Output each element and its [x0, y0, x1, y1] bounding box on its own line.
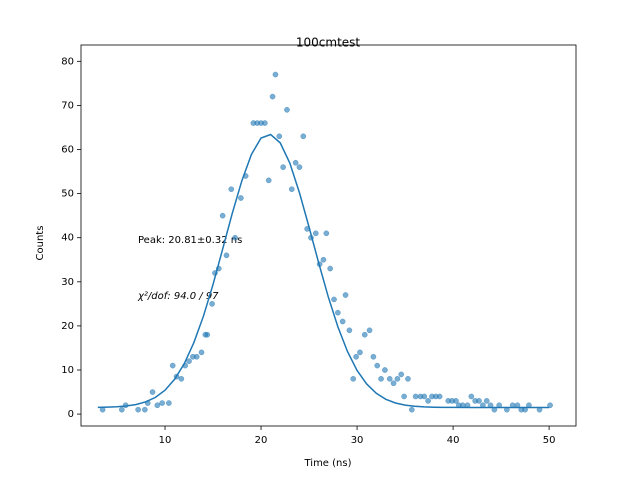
- x-tick-label: 50: [543, 435, 556, 446]
- scatter-point: [223, 252, 230, 259]
- scatter-point: [300, 133, 307, 140]
- scatter-point: [342, 292, 349, 298]
- scatter-point: [547, 402, 553, 409]
- scatter-point: [366, 327, 373, 334]
- scatter-point: [453, 398, 459, 404]
- scatter-point: [288, 186, 295, 193]
- scatter-point: [468, 393, 475, 400]
- scatter-point: [421, 393, 428, 400]
- scatter-point: [269, 93, 276, 100]
- scatter-point: [209, 301, 215, 307]
- scatter-point: [405, 375, 411, 382]
- scatter-point: [412, 393, 419, 400]
- scatter-point: [335, 309, 341, 316]
- scatter-point: [262, 120, 268, 126]
- scatter-point: [386, 375, 393, 382]
- y-tick-label: 80: [61, 56, 74, 67]
- scatter-point: [425, 398, 431, 404]
- y-tick-label: 50: [61, 189, 74, 200]
- y-tick-label: 70: [61, 100, 74, 111]
- x-tick-label: 30: [351, 435, 364, 446]
- y-tick-label: 40: [61, 233, 74, 244]
- scatter-point: [398, 371, 405, 378]
- scatter-point: [135, 406, 141, 413]
- scatter-point: [361, 331, 368, 338]
- scatter-point: [320, 256, 327, 263]
- scatter-point: [378, 375, 384, 382]
- scatter-point: [198, 349, 205, 356]
- chart-title: 100cmtest: [296, 36, 361, 50]
- scatter-point: [394, 375, 401, 382]
- scatter-point: [118, 406, 125, 413]
- scatter-point: [272, 71, 279, 78]
- x-tick-label: 40: [447, 435, 460, 446]
- scatter-point: [154, 402, 161, 409]
- scatter-point: [232, 234, 238, 241]
- scatter-point: [280, 164, 286, 170]
- y-tick-label: 60: [61, 145, 74, 156]
- scatter-point: [265, 177, 272, 184]
- scatter-point: [436, 393, 443, 400]
- plot-frame: [80, 44, 577, 427]
- scatter-point: [142, 406, 148, 413]
- scatter-point: [350, 375, 357, 382]
- y-tick-label: 30: [61, 277, 74, 288]
- fit-line: [97, 133, 550, 409]
- scatter-point: [339, 318, 346, 325]
- scatter-point: [327, 265, 334, 272]
- y-tick-label: 10: [61, 365, 74, 376]
- scatter-point: [159, 400, 165, 406]
- scatter-point: [483, 398, 490, 404]
- scatter-point: [186, 358, 192, 365]
- x-tick-label: 20: [255, 435, 268, 446]
- scatter-point: [323, 230, 330, 237]
- scatter-point: [228, 186, 235, 193]
- scatter-point: [312, 230, 319, 237]
- annotation: Peak: 20.81±0.32 ns: [138, 235, 242, 246]
- scatter-point: [370, 353, 377, 360]
- scatter-point: [238, 195, 244, 201]
- scatter-point: [178, 375, 185, 382]
- scatter-point: [296, 164, 303, 170]
- scatter-point: [149, 389, 156, 395]
- scatter-point: [193, 353, 200, 360]
- scatter-point: [346, 327, 353, 334]
- scatter-point: [284, 106, 290, 113]
- scatter-point: [357, 349, 363, 356]
- y-tick-label: 0: [68, 409, 74, 420]
- scatter-point: [331, 296, 337, 303]
- scatter-point: [382, 367, 388, 373]
- scatter-point: [166, 400, 172, 406]
- scatter-point: [374, 362, 381, 369]
- scatter-point: [169, 362, 176, 369]
- scatter-point: [276, 133, 283, 140]
- x-tick-label: 10: [159, 435, 172, 446]
- annotation: χ²/dof: 94.0 / 97: [137, 291, 219, 302]
- scatter-point: [476, 398, 482, 404]
- y-tick-label: 20: [61, 321, 74, 332]
- scatter-point: [408, 406, 415, 413]
- scatter-point: [292, 159, 299, 166]
- scatter-point: [390, 380, 397, 387]
- x-axis-label: Time (ns): [303, 458, 351, 469]
- scatter-point: [204, 331, 211, 338]
- scatter-point: [219, 212, 226, 219]
- scatter-point: [353, 353, 359, 360]
- y-axis-label: Counts: [35, 226, 46, 261]
- scatter-point: [401, 393, 407, 400]
